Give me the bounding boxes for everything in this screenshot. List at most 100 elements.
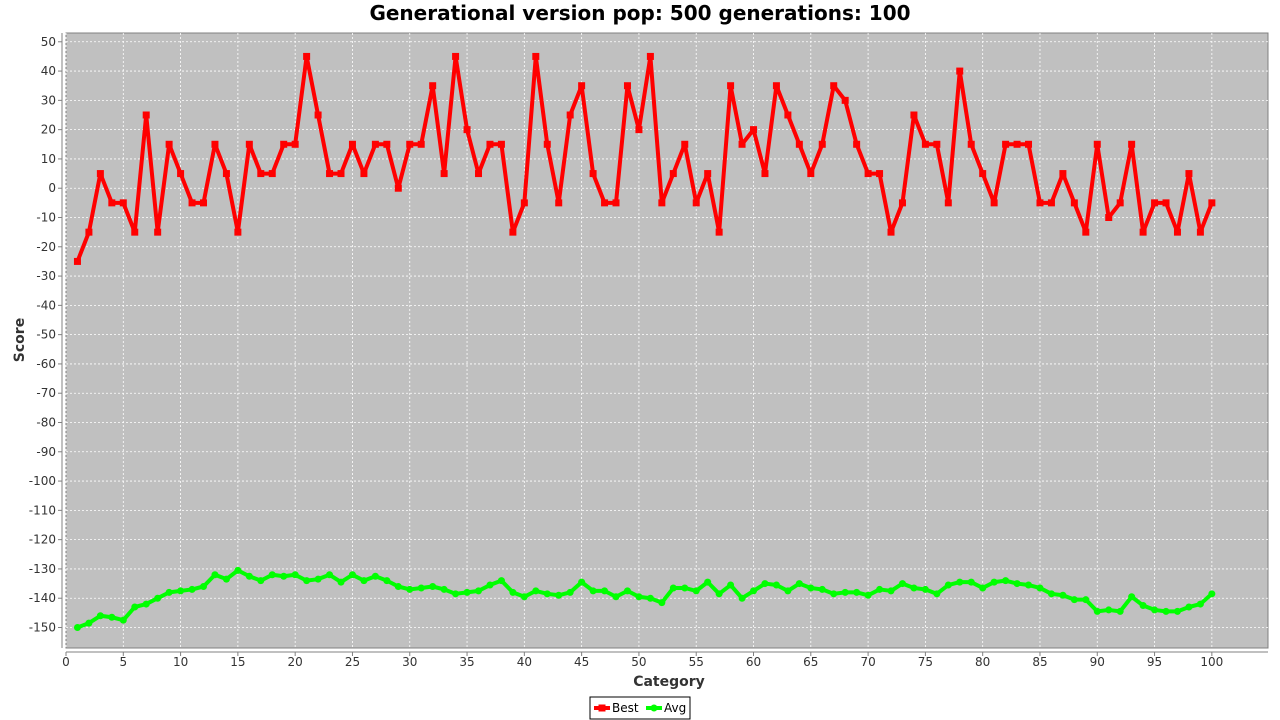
data-point-avg [291,571,299,579]
data-point-best [715,228,723,236]
data-point-best [1082,228,1090,236]
data-point-avg [612,593,620,601]
data-point-best [853,140,861,148]
data-point-best [280,140,288,148]
data-point-avg [326,571,334,579]
data-point-avg [188,585,196,593]
data-point-avg [818,585,826,593]
data-point-avg [635,593,643,601]
data-point-best [268,170,276,178]
data-point-avg [1013,580,1021,588]
data-point-avg [1173,607,1181,615]
data-point-avg [784,587,792,595]
data-point-avg [394,583,402,590]
y-tick-label: 10 [41,152,56,166]
data-point-best [154,228,162,236]
data-point-avg [1036,584,1044,592]
data-point-best [1208,199,1216,207]
x-tick-label: 35 [459,655,474,669]
data-point-avg [314,575,322,583]
series-line-avg [76,568,1214,630]
x-tick-label: 90 [1090,655,1105,669]
y-tick-label: -30 [36,269,56,283]
data-point-avg [601,587,609,595]
data-point-avg [257,577,265,585]
data-point-best [337,170,345,178]
data-point-avg [119,616,127,624]
data-point-avg [979,584,987,592]
data-point-avg [898,580,906,588]
x-tick-label: 75 [918,655,933,669]
data-point-best [188,199,196,207]
data-point-best [784,111,792,119]
data-point-best [658,199,666,207]
y-tick-label: -60 [36,357,56,371]
data-point-avg [807,584,815,592]
data-point-avg [303,577,311,585]
data-point-avg [704,578,712,586]
data-point-avg [681,584,689,592]
y-tick-label: -120 [29,533,56,547]
data-point-avg [772,581,780,589]
data-point-best [979,170,987,178]
data-point-avg [543,590,551,598]
data-point-best [933,140,941,148]
data-point-best [245,140,253,148]
y-tick-label: -150 [29,621,56,635]
data-point-avg [429,583,437,590]
data-point-avg [692,587,700,595]
data-point-best [921,140,929,148]
data-point-best [750,126,758,134]
data-point-best [967,140,975,148]
data-point-avg [222,575,230,583]
data-point-best [876,170,884,178]
y-tick-label: -110 [29,503,56,517]
x-tick-label: 30 [402,655,417,669]
data-point-best [383,140,391,148]
data-point-avg [876,585,884,593]
data-point-best [73,257,81,265]
data-point-best [119,199,127,207]
data-point-best [520,199,528,207]
data-point-best [486,140,494,148]
data-point-avg [750,587,758,595]
data-point-best [1162,199,1170,207]
x-tick-label: 55 [689,655,704,669]
data-point-avg [1185,603,1193,611]
data-point-avg [727,581,735,589]
x-tick-label: 25 [345,655,360,669]
data-point-avg [646,594,654,602]
data-point-best [1151,199,1159,207]
data-point-avg [795,580,803,588]
y-tick-label: -20 [36,240,56,254]
data-point-avg [887,587,895,595]
data-point-best [257,170,265,178]
data-point-avg [280,572,288,580]
x-tick-label: 0 [62,655,70,669]
data-point-avg [96,612,104,620]
data-point-best [555,199,563,207]
data-point-best [1013,140,1021,148]
data-point-best [291,140,299,148]
data-point-avg [108,613,116,621]
data-point-avg [1151,606,1159,614]
series-layer [73,52,1216,631]
data-point-avg [623,587,631,595]
y-tick-label: 20 [41,123,56,137]
data-point-avg [944,581,952,589]
data-point-avg [555,591,563,599]
chart-title: Generational version pop: 500 generation… [369,1,910,25]
x-axis: 0 5 10 15 20 25 30 35 40 45 50 55 60 65 70 75 80 85 90 95 10… [62,651,1268,669]
data-point-best [704,170,712,178]
data-point-best [1036,199,1044,207]
x-tick-label: 50 [631,655,646,669]
data-point-avg [360,577,368,585]
data-point-best [727,82,735,90]
data-point-best [1105,214,1113,221]
data-point-best [1196,228,1204,236]
data-point-best [85,228,93,236]
y-axis-label: Score [12,318,28,362]
data-point-best [165,140,173,148]
data-point-best [578,82,586,90]
data-point-avg [990,578,998,586]
